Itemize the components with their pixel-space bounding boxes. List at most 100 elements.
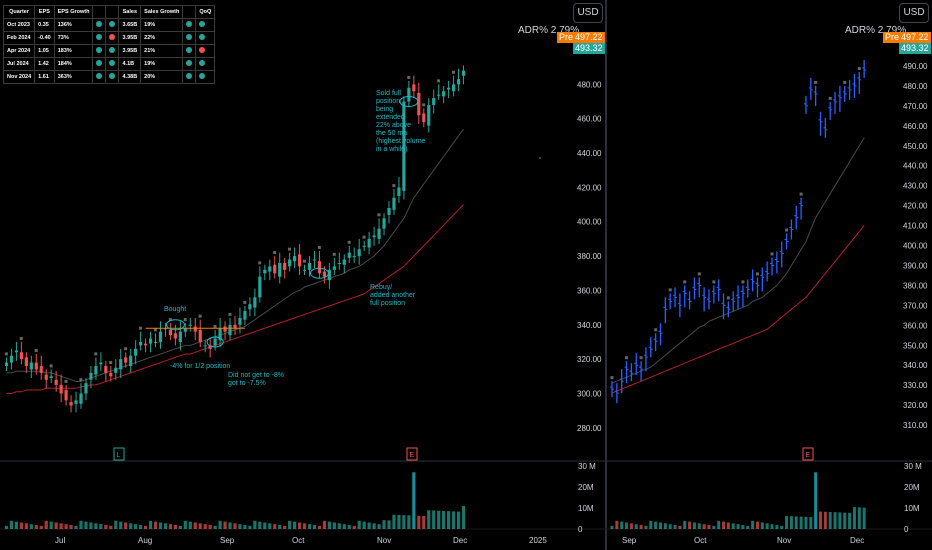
volume-bar-right xyxy=(823,511,827,529)
bar-marker-right xyxy=(610,376,614,380)
candle-body xyxy=(362,245,366,247)
x-tick-label-right: Oct xyxy=(694,536,707,545)
volume-bar-right xyxy=(610,525,614,529)
bar-marker xyxy=(451,70,455,74)
volume-bar-right xyxy=(760,522,764,529)
header-sales: Sales xyxy=(118,5,142,19)
annotation-rebuy: added another xyxy=(370,292,416,299)
volume-bar xyxy=(64,524,68,529)
volume-bar xyxy=(54,522,58,529)
candle-body xyxy=(129,355,133,366)
candle-body xyxy=(238,317,242,325)
candle-body xyxy=(233,324,237,329)
volume-bar-right xyxy=(649,520,653,529)
y-tick-label-right: 310.00 xyxy=(903,421,928,430)
volume-bar xyxy=(387,520,391,529)
sma-slow-line-right xyxy=(611,225,865,394)
cell-eps: 1.61 xyxy=(34,70,55,84)
x-tick-label-left: Aug xyxy=(138,536,152,545)
volume-bar-right xyxy=(838,512,842,529)
volume-bar xyxy=(377,524,381,529)
volume-bar xyxy=(183,520,187,529)
volume-bar-right xyxy=(770,524,774,529)
bar-marker xyxy=(347,240,351,244)
y-tick-label-right: 390.00 xyxy=(903,261,928,270)
status-dot xyxy=(199,60,206,66)
y-tick-label-left: 280.00 xyxy=(577,424,602,433)
candle-body xyxy=(312,259,317,261)
volume-bar xyxy=(352,525,356,529)
volume-bar-right xyxy=(673,525,677,529)
pre-label-tag-left: Pre xyxy=(557,32,576,43)
volume-bar-right xyxy=(804,516,808,529)
volume-tick-label-left: 0 xyxy=(578,525,583,534)
pre-price-tag-left: 497.22 xyxy=(573,32,605,43)
volume-bar-right xyxy=(697,523,701,529)
currency-button-right[interactable]: USD xyxy=(899,3,929,23)
sma-slow-line xyxy=(6,204,464,394)
volume-bar xyxy=(203,524,207,529)
volume-bar xyxy=(322,520,327,529)
candle-body xyxy=(427,104,431,126)
candle-body xyxy=(208,345,212,349)
currency-button-left[interactable]: USD xyxy=(573,3,603,23)
earnings-row: Nov 2024 1.61 363% 4.38B 20% xyxy=(2,70,216,84)
volume-bar xyxy=(442,510,446,529)
volume-bar xyxy=(288,520,292,529)
status-dot-cell xyxy=(182,57,197,71)
status-dot xyxy=(96,34,103,40)
candle-body xyxy=(293,256,297,262)
annotation-partial-sell: -4% for 1/2 position xyxy=(170,363,230,370)
volume-bar-right xyxy=(741,525,745,529)
status-dot xyxy=(109,34,116,40)
volume-bar xyxy=(39,525,43,529)
candle-body xyxy=(173,333,177,339)
candle-body xyxy=(44,374,48,380)
volume-bar-right xyxy=(775,525,779,529)
volume-bar xyxy=(139,525,143,529)
volume-bar xyxy=(427,510,431,529)
y-tick-label-right: 350.00 xyxy=(903,341,928,350)
candle-body xyxy=(317,261,322,274)
bar-marker xyxy=(213,324,217,328)
volume-bar xyxy=(143,525,148,529)
cell-sales: 3.65B xyxy=(118,18,142,32)
candle-body xyxy=(432,98,436,105)
y-tick-label-left: 300.00 xyxy=(577,389,602,398)
candle-body xyxy=(193,326,197,332)
cell-eps: -0.40 xyxy=(34,31,55,45)
status-dot xyxy=(109,73,116,79)
status-dot-cell xyxy=(195,57,216,71)
y-tick-label-right: 370.00 xyxy=(903,301,928,310)
volume-bar-right xyxy=(639,525,643,529)
volume-bar xyxy=(193,522,197,529)
candle-body xyxy=(69,402,73,406)
y-tick-label-right: 470.00 xyxy=(903,102,928,111)
volume-bar xyxy=(109,525,113,529)
y-tick-label-right: 340.00 xyxy=(903,361,928,370)
bar-marker-right xyxy=(857,66,861,70)
bar-marker xyxy=(19,336,23,340)
y-tick-label-left: 360.00 xyxy=(577,286,602,295)
candle-body xyxy=(342,259,346,265)
volume-bar xyxy=(332,522,336,529)
volume-bar xyxy=(283,525,287,529)
bar-marker xyxy=(392,184,396,188)
header-sales-growth: Sales Growth xyxy=(140,5,184,19)
volume-bar xyxy=(44,520,48,529)
bar-marker xyxy=(4,352,8,356)
header-eps: EPS xyxy=(34,5,55,19)
cell-sales: 3.95B xyxy=(118,31,142,45)
status-dot-cell xyxy=(105,31,120,45)
volume-bar xyxy=(258,521,262,529)
volume-tick-label-left: 30 M xyxy=(578,462,596,471)
cell-eps-growth: 184% xyxy=(53,57,94,71)
annotation-sold: 22% above xyxy=(376,122,411,129)
status-dot-cell xyxy=(182,18,197,32)
volume-bar xyxy=(94,523,98,529)
bar-marker-right xyxy=(697,272,701,276)
volume-bar xyxy=(9,520,14,529)
event-marker-left: E xyxy=(410,452,415,459)
cursor-dot xyxy=(539,157,541,159)
